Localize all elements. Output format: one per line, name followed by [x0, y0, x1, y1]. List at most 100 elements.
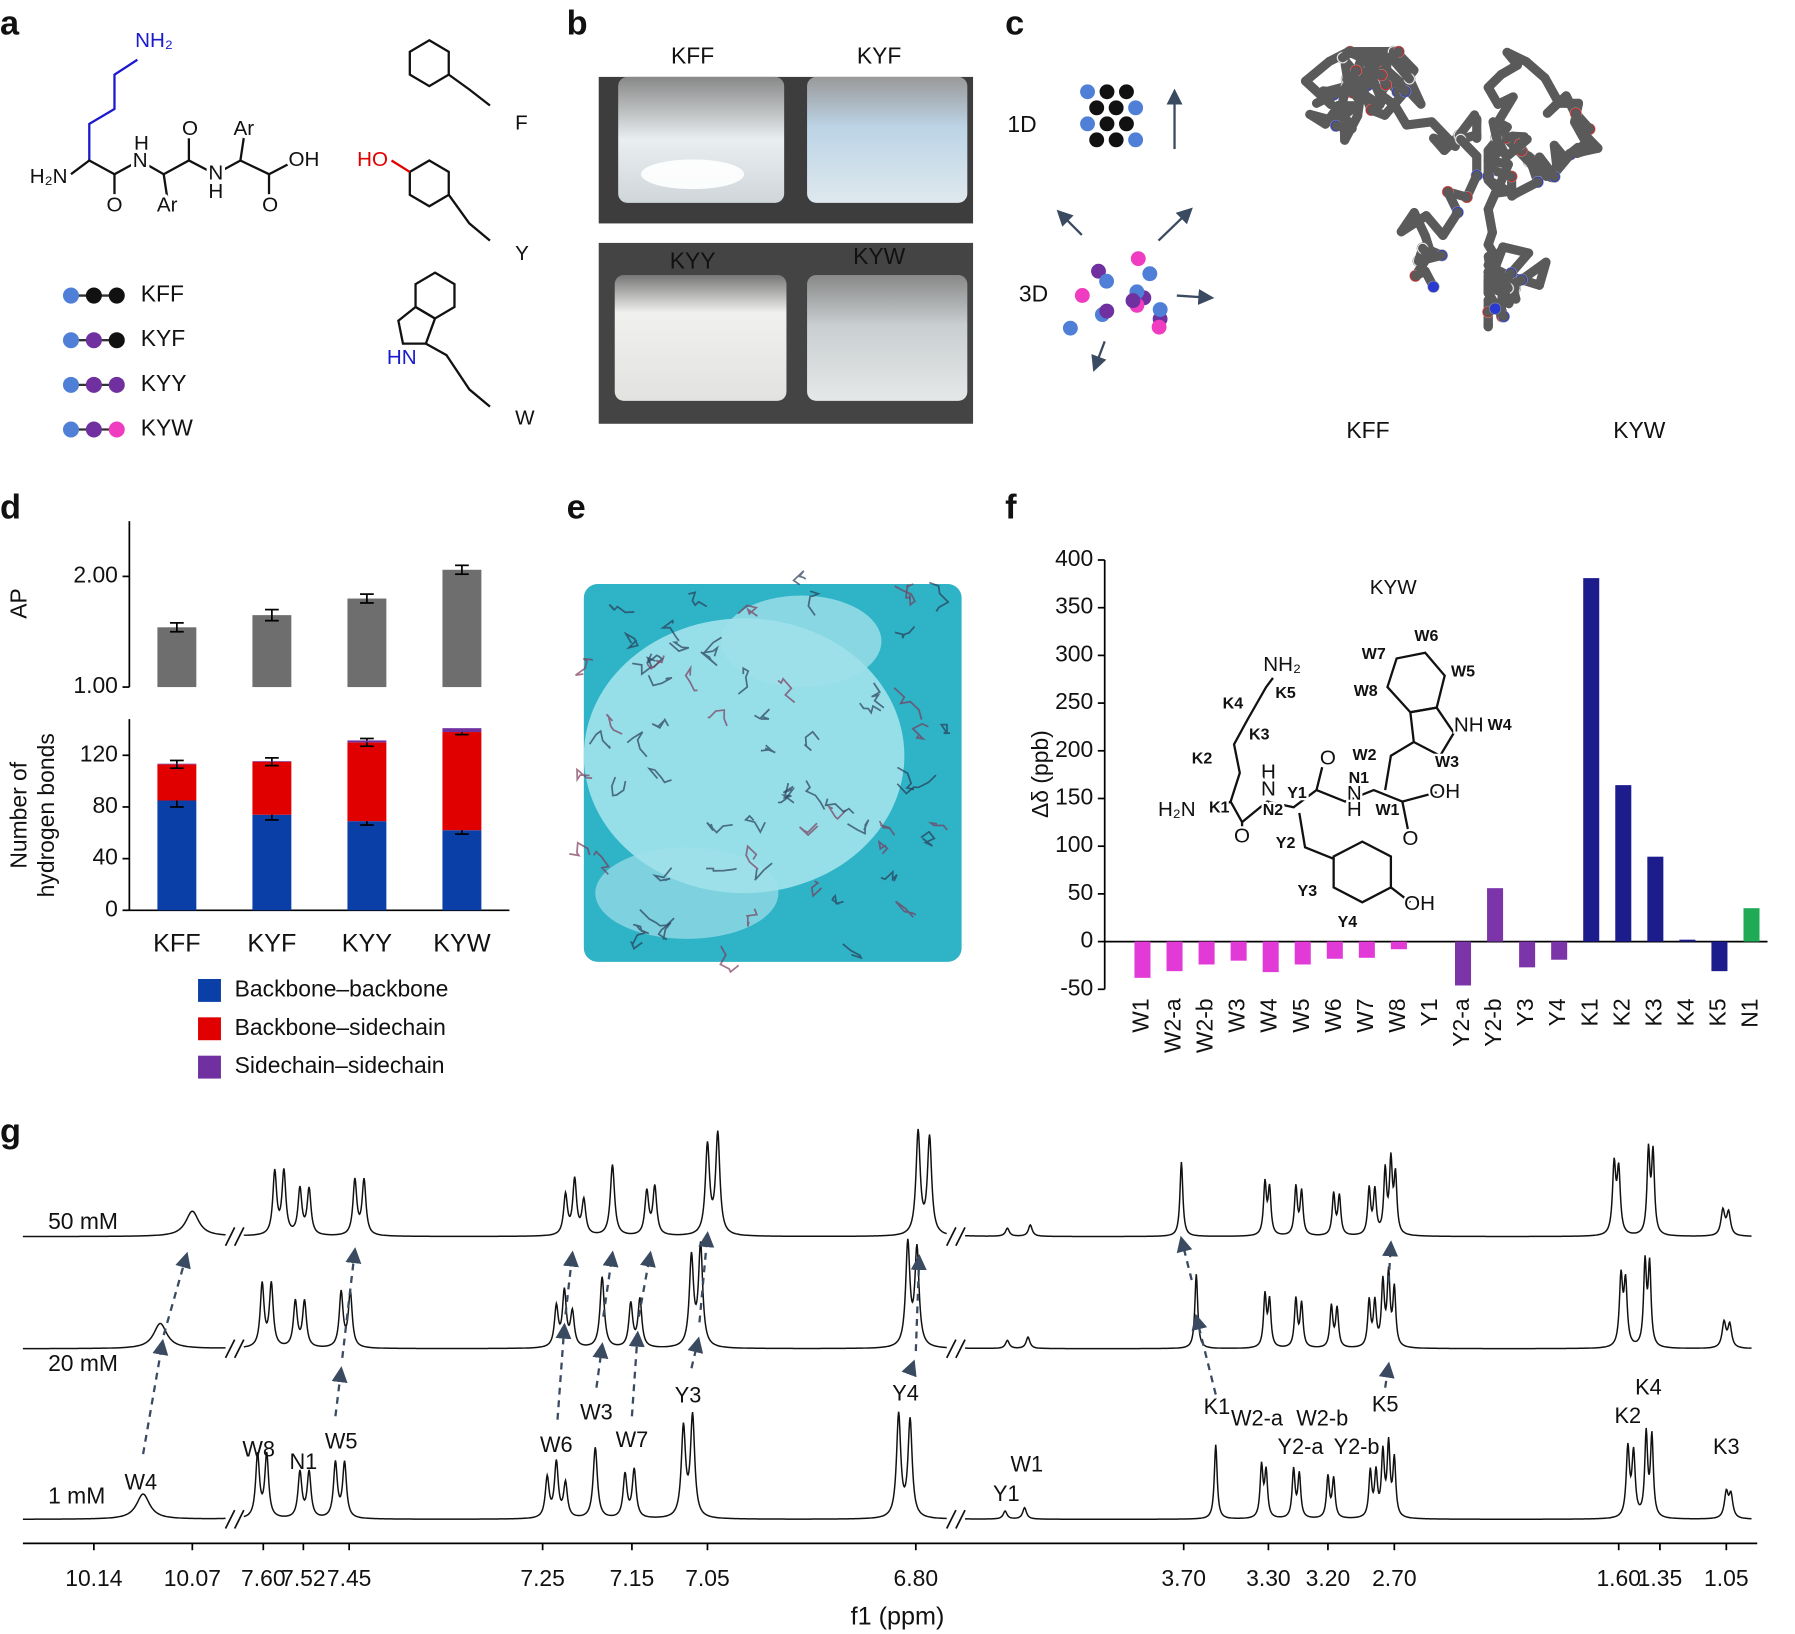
x-tick-label: 7.25	[520, 1565, 565, 1591]
peptide-structure: NH₂ H₂N H N O Ar O Ar N H O OH	[26, 25, 322, 220]
structure-label: N1	[1349, 769, 1370, 787]
vial	[807, 274, 968, 401]
legend-dot	[85, 376, 102, 393]
y-tick-label: 150	[1055, 784, 1093, 810]
lysine-chain	[88, 58, 138, 161]
x-tick-label: 6.80	[894, 1565, 939, 1591]
legend-dot	[62, 376, 79, 393]
legend-label: KYF	[141, 325, 186, 351]
structure-label: Y3	[1298, 882, 1318, 900]
shift-arrow	[555, 1322, 572, 1420]
x-tick-label: 7.52	[281, 1565, 326, 1591]
axis-break	[945, 1227, 957, 1247]
peptide	[760, 744, 776, 754]
legend-dot	[85, 421, 102, 438]
structure-label: W3	[1435, 753, 1459, 771]
peptide	[611, 776, 627, 797]
bar	[1198, 941, 1215, 965]
simulation-box	[569, 570, 962, 974]
structure-label: O	[1402, 827, 1418, 850]
chem-label: W	[515, 407, 535, 430]
concentration-label: 1 mM	[48, 1483, 105, 1509]
bar	[1326, 941, 1343, 959]
assembly-dot	[1152, 302, 1168, 317]
bar	[347, 598, 387, 688]
x-tick-label: 3.20	[1306, 1565, 1351, 1591]
peptide	[588, 729, 611, 749]
shift-arrow	[602, 1250, 619, 1317]
legend-label: Sidechain–sidechain	[235, 1052, 445, 1078]
assembly-schematic: 1D 3D KFF KYW	[1007, 45, 1666, 443]
bar	[1294, 941, 1311, 965]
chem-label: HN	[387, 346, 417, 369]
molecule-bond	[1300, 56, 1334, 86]
structure-label: N	[1347, 782, 1362, 805]
ring	[1332, 840, 1393, 904]
molecule-bond	[1540, 73, 1564, 107]
axis-break	[955, 1509, 966, 1529]
structure-label: W8	[1354, 682, 1378, 700]
structure-label: NH	[1454, 713, 1484, 736]
panel-label: f	[1005, 489, 1017, 527]
assembly-dot	[1080, 84, 1095, 100]
peptide	[700, 651, 718, 667]
assembly-dot	[1125, 293, 1141, 309]
peak-label: N1	[289, 1449, 317, 1474]
peptide	[576, 767, 593, 783]
peptide	[737, 604, 759, 617]
y-tick-label: 120	[80, 740, 118, 766]
legend-dot	[62, 287, 79, 304]
structure-label: KYW	[1613, 417, 1666, 443]
vial-label: KYF	[857, 42, 902, 68]
chem-label: O	[106, 194, 122, 217]
y-axis-label: hydrogen bonds	[33, 733, 59, 897]
bar-segment	[347, 740, 387, 743]
structure-label: W1	[1375, 801, 1399, 819]
panel-label: c	[1005, 4, 1024, 42]
spectrum	[964, 1143, 1752, 1238]
shift-arrow	[162, 1251, 191, 1336]
peptide	[651, 717, 670, 730]
spectrum	[965, 1427, 1752, 1520]
vial	[614, 274, 787, 401]
x-tick-label: Y2-b	[1480, 998, 1506, 1046]
peptide	[737, 666, 750, 695]
peptide	[824, 798, 855, 815]
peptide	[896, 774, 937, 795]
peak-label: K2	[1615, 1403, 1642, 1428]
bar	[1134, 941, 1151, 978]
peptide	[847, 819, 870, 835]
legend-label: KYW	[141, 415, 194, 441]
peak-label: W4	[124, 1470, 157, 1495]
chem-label: O	[262, 194, 278, 217]
y-tick-label: 40	[92, 844, 117, 870]
x-axis-label: f1 (ppm)	[851, 1602, 945, 1630]
peptide	[804, 780, 826, 810]
peptide	[842, 943, 863, 960]
assembly-dot	[1062, 320, 1078, 336]
peptide	[810, 880, 823, 898]
y-axis-label: Number of	[6, 761, 32, 868]
peptide	[911, 722, 929, 741]
x-tick-label: W1	[1128, 998, 1154, 1032]
bond	[448, 73, 491, 107]
assembly-dot	[1074, 288, 1090, 303]
bar	[252, 615, 292, 688]
peptide	[893, 687, 923, 720]
peptide	[894, 626, 916, 639]
legend-swatch	[198, 1055, 221, 1079]
peak-label: W8	[242, 1436, 275, 1461]
peak-label: W6	[540, 1432, 573, 1457]
peptide	[929, 581, 950, 612]
legend-label: KFF	[141, 281, 184, 307]
peptide	[877, 839, 889, 854]
bar	[1455, 941, 1472, 986]
peptide	[605, 713, 623, 735]
x-tick-label: K5	[1704, 998, 1730, 1026]
peak-label: Y4	[892, 1380, 919, 1405]
bar-segment	[157, 800, 197, 911]
peptide	[880, 869, 898, 882]
peptide	[688, 591, 708, 608]
